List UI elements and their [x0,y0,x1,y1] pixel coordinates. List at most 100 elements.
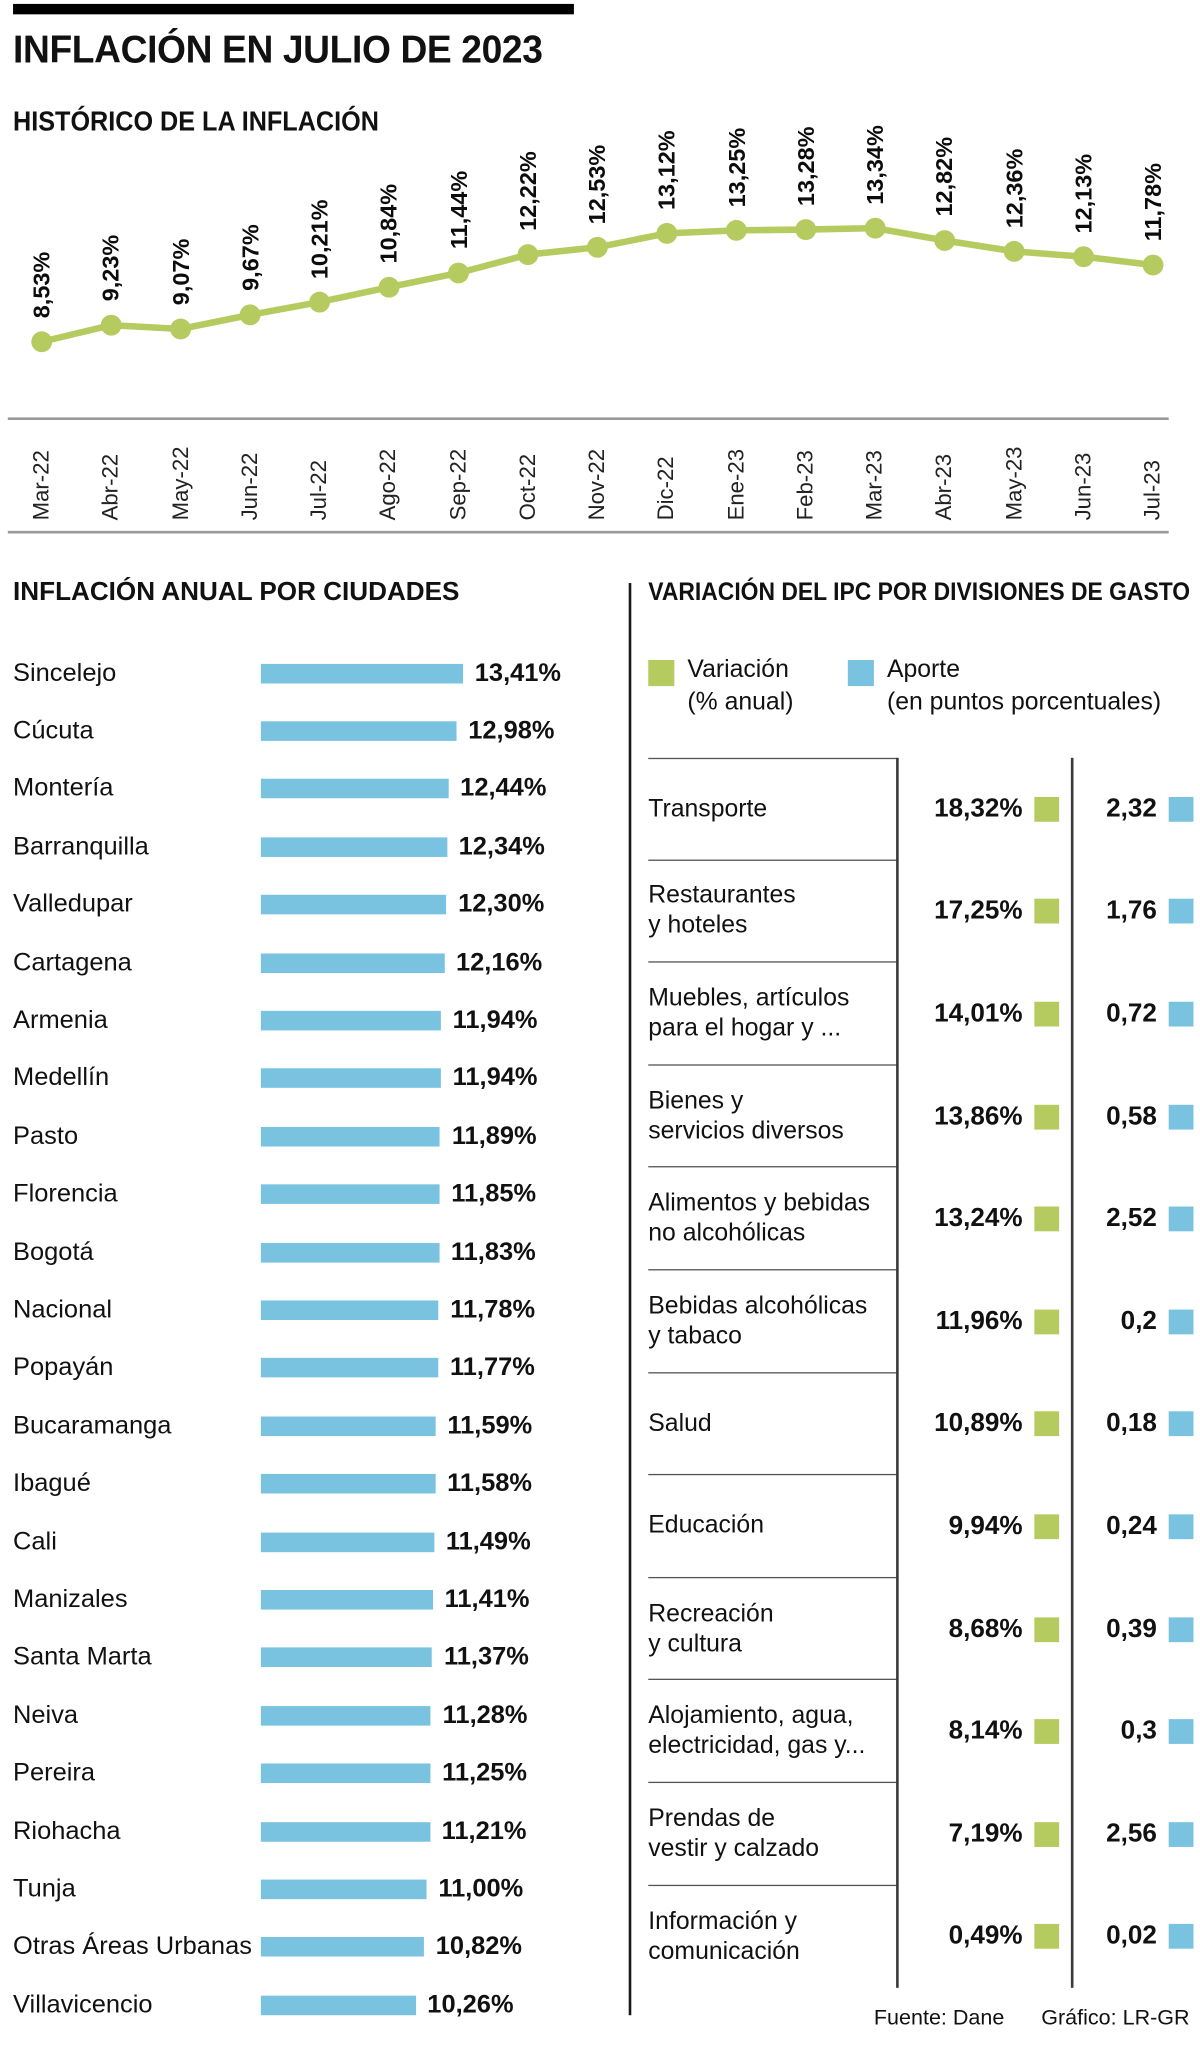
table-divider-2 [1070,757,1074,1988]
city-row: Armenia 11,94% [13,992,616,1050]
city-bar [260,837,447,857]
city-value-label: 11,77% [450,1353,535,1382]
legend-variation-sublabel: (% anual) [687,688,794,717]
division-row: Prendas de vestir y calzado 7,19% 2,56 [648,1783,1194,1886]
division-aporte-cell: 1,76 [1072,860,1194,963]
division-aporte-cell: 0,3 [1072,1680,1194,1783]
city-value-label: 12,16% [455,947,543,977]
city-name: Neiva [13,1700,79,1730]
division-label: Prendas de vestir y calzado [648,1783,898,1886]
variation-swatch-icon [1034,1616,1060,1642]
history-value-label: 13,12% [653,130,680,210]
history-value-label: 10,21% [306,198,333,279]
history-month-label: Dic-22 [653,456,679,521]
division-label: Restaurantes y hoteles [648,860,898,963]
division-aporte-value: 1,76 [1106,896,1157,926]
division-row: Muebles, artículos para el hogar y ... 14… [648,963,1194,1066]
city-name: Barranquilla [13,831,149,861]
division-aporte-value: 0,58 [1106,1101,1157,1131]
city-row: Cali 11,49% [13,1513,616,1571]
aporte-swatch-icon [1168,1616,1194,1642]
division-label: Bienes y servicios diversos [648,1065,898,1168]
city-name: Santa Marta [13,1642,152,1672]
history-point [100,314,122,336]
city-bar [260,953,445,973]
history-month-label: Jul-23 [1140,460,1165,521]
history-point [795,219,817,241]
city-value-label: 11,25% [442,1758,528,1788]
variation-swatch-icon [1034,1001,1060,1027]
city-bar [260,1532,435,1552]
history-point [378,276,400,298]
aporte-swatch-icon [1168,1821,1194,1847]
city-row: Popayán 11,77% [13,1339,616,1397]
division-variation-value: 13,86% [934,1101,1023,1131]
aporte-swatch-icon [1168,1514,1194,1540]
division-aporte-value: 0,24 [1106,1511,1157,1541]
variation-swatch-icon [1034,1821,1060,1847]
source-text: Fuente: Dane [873,2006,1005,2030]
division-variation-cell: 9,94% [897,1475,1072,1578]
division-variation-cell: 10,89% [897,1373,1072,1476]
division-variation-value: 8,14% [948,1716,1023,1746]
division-variation-value: 11,96% [935,1306,1023,1336]
history-point [1073,246,1095,268]
history-month-label: Oct-22 [514,453,540,521]
city-row: Tunja 11,00% [13,1860,616,1918]
credit-text: Gráfico: LR-GR [1041,2006,1190,2030]
city-value-label: 12,30% [458,889,545,919]
city-row: Neiva 11,28% [13,1687,616,1745]
division-row: Alimentos y bebidas no alcohólicas 13,24%… [648,1168,1194,1271]
division-label: Educación [648,1475,898,1578]
division-aporte-value: 0,2 [1120,1306,1157,1336]
footer: Fuente: Dane Gráfico: LR-GR [874,2006,1190,2031]
history-point [517,244,539,266]
city-name: Montería [13,774,114,803]
division-label: Transporte [648,757,898,861]
history-point [31,331,53,353]
city-name: Valledupar [13,889,133,919]
variation-swatch-icon [1034,1924,1060,1950]
division-row: Salud 10,89% 0,18 [648,1373,1194,1476]
division-label: Muebles, artículos para el hogar y ... [648,963,898,1066]
history-value-label: 11,78% [1140,163,1167,242]
division-aporte-value: 0,39 [1106,1614,1157,1643]
city-value-label: 11,94% [452,1063,538,1093]
city-bar [260,1010,441,1031]
city-value-label: 11,85% [451,1179,537,1209]
division-variation-cell: 8,68% [897,1578,1072,1681]
city-name: Popayán [13,1353,114,1382]
division-aporte-value: 2,32 [1106,794,1157,823]
city-bar [260,1126,441,1147]
history-point [309,291,331,313]
division-row: Bebidas alcohólicas y tabaco 11,96% 0,2 [648,1270,1194,1373]
division-row: Bienes y servicios diversos 13,86% 0,58 [648,1065,1194,1168]
cities-bar-list: Sincelejo 13,41% Cúcuta 12,98% Montería 12,44… [13,644,616,2034]
city-value-label: 11,49% [445,1526,531,1556]
city-row: Bucaramanga 11,59% [13,1397,616,1455]
history-month-label: Jul-22 [306,460,332,521]
division-variation-cell: 14,01% [897,963,1072,1066]
history-value-label: 13,34% [862,124,889,205]
city-value-label: 11,28% [442,1700,528,1730]
division-row: Transporte 18,32% 2,32 [648,757,1194,861]
city-value-label: 10,26% [427,1990,514,2019]
history-value-label: 11,44% [445,171,472,250]
city-bar [260,1937,425,1957]
division-aporte-value: 0,72 [1106,999,1157,1028]
history-point [1142,254,1164,276]
city-value-label: 13,41% [474,658,562,687]
history-value-label: 9,67% [237,224,264,292]
history-month-label: Jun-22 [237,452,262,521]
city-row: Santa Marta 11,37% [13,1629,616,1687]
history-point [586,236,608,258]
city-value-label: 11,78% [450,1295,536,1324]
division-aporte-value: 0,18 [1106,1409,1157,1438]
city-value-label: 11,94% [452,1005,538,1035]
city-bar [260,1879,427,1899]
division-variation-value: 10,89% [934,1409,1023,1438]
city-name: Armenia [13,1005,108,1035]
division-label: Alimentos y bebidas no alcohólicas [648,1168,898,1271]
aporte-swatch-icon [1168,1206,1194,1232]
history-value-label: 10,84% [375,184,403,264]
